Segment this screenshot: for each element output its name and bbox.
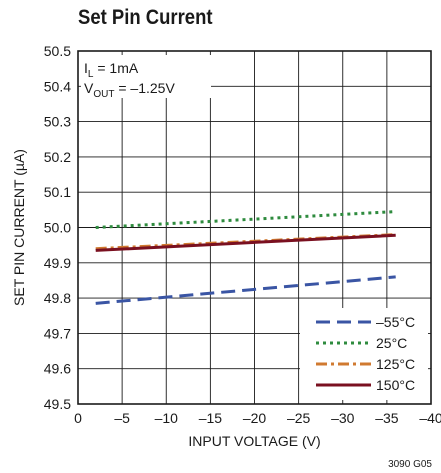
chart-title: Set Pin Current	[78, 6, 213, 29]
condition-current-symbol: I	[84, 60, 88, 76]
grid	[78, 51, 431, 404]
x-tick-label: –40	[419, 410, 441, 426]
x-tick-label: –20	[243, 410, 267, 426]
x-tick-label: –5	[114, 410, 130, 426]
series-lines	[95, 210, 396, 305]
series-line-3	[95, 233, 396, 252]
x-axis-label: INPUT VOLTAGE (V)	[188, 433, 320, 449]
condition-voltage-value: = –1.25V	[114, 80, 175, 96]
x-tick-label: –35	[375, 410, 399, 426]
y-tick-label: 49.8	[44, 290, 71, 306]
y-tick-label: 49.6	[44, 361, 71, 377]
x-tick-label: –25	[287, 410, 311, 426]
y-tick-label: 50.5	[44, 43, 71, 59]
y-tick-label: 49.9	[44, 255, 71, 271]
y-tick-label: 50.1	[44, 184, 71, 200]
x-tick-label: –30	[331, 410, 355, 426]
x-tick-label: –10	[155, 410, 179, 426]
y-tick-label: 50.2	[44, 149, 71, 165]
y-tick-label: 50.3	[44, 114, 71, 130]
condition-current-value: = 1mA	[93, 60, 138, 76]
condition-voltage-symbol: V	[84, 80, 94, 96]
series-line-1	[95, 210, 396, 229]
y-tick-label: 50.4	[44, 78, 71, 94]
legend-entries: –55°C 25°C 125°C 150°C	[316, 314, 415, 393]
series-line-0	[95, 275, 396, 305]
figure-id: 3090 G05	[388, 459, 432, 470]
condition-voltage-subscript: OUT	[93, 89, 114, 100]
x-tick-label: 0	[74, 410, 82, 426]
x-tick-label: –15	[199, 410, 223, 426]
condition-current: IL = 1mA	[84, 60, 139, 80]
y-tick-label: 49.7	[44, 325, 71, 341]
y-tick-label: 49.5	[44, 396, 71, 412]
y-tick-label: 50.0	[44, 220, 71, 236]
legend-label-0: –55°C	[376, 314, 415, 330]
plot-frame	[77, 50, 432, 405]
legend-label-3: 150°C	[376, 377, 415, 393]
legend-label-1: 25°C	[376, 335, 407, 351]
condition-current-subscript: L	[88, 69, 94, 80]
y-axis-label: SET PIN CURRENT (µA)	[11, 149, 27, 306]
condition-note-box	[81, 55, 211, 98]
legend-label-2: 125°C	[376, 356, 415, 372]
condition-voltage: VOUT = –1.25V	[84, 80, 175, 100]
tick-labels: 0 –5 –10 –15 –20 –25 –30 –35 –40 49.5 49.6 49.7 49.8…	[44, 43, 441, 426]
